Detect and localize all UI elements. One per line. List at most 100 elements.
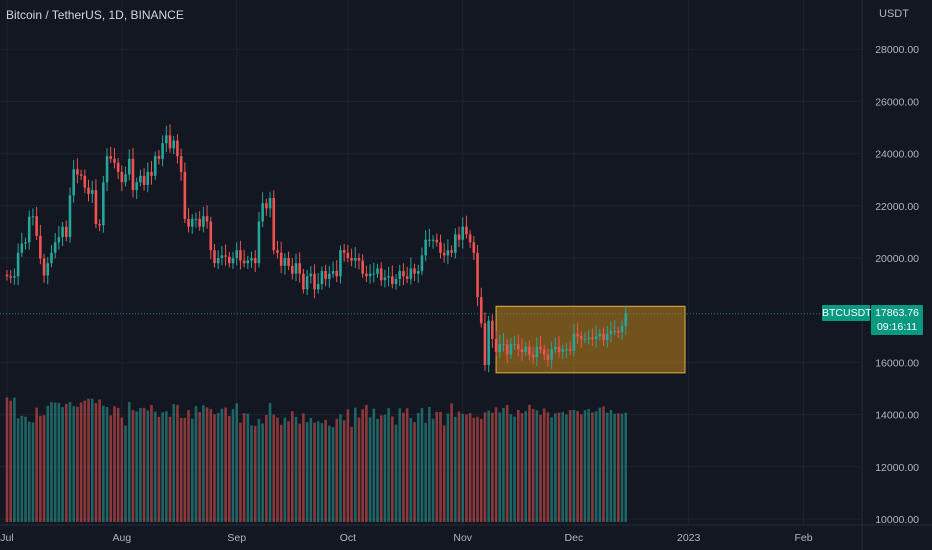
last-price-value: 17863.76 <box>875 307 919 319</box>
candle-body <box>557 346 561 352</box>
volume-bar <box>294 416 298 522</box>
x-tick-label: Sep <box>227 532 246 544</box>
candle-body <box>376 268 379 274</box>
candle-body <box>105 156 109 183</box>
candle-body <box>79 174 83 176</box>
volume-bar <box>172 404 176 522</box>
volume-bar <box>153 411 157 522</box>
volume-bar <box>572 409 576 522</box>
volume-bar <box>190 418 194 522</box>
volume-bar <box>309 417 313 522</box>
candle-body <box>94 190 98 225</box>
candle-body <box>5 274 9 277</box>
candle-body <box>442 252 446 256</box>
candle-body <box>72 169 75 196</box>
x-tick-label: Oct <box>340 532 356 544</box>
volume-bar <box>561 412 565 522</box>
candle-body <box>246 260 250 264</box>
volume-bar <box>231 409 235 522</box>
candle-body <box>587 337 590 339</box>
candle-body <box>546 354 550 360</box>
volume-bar <box>524 411 527 522</box>
volume-bar <box>494 407 498 522</box>
candle-body <box>90 190 94 195</box>
candle-body <box>572 333 576 351</box>
bar-countdown: 09:16:11 <box>876 321 918 333</box>
candle-body <box>539 346 542 350</box>
candle-body <box>224 255 227 257</box>
candle-body <box>372 273 376 275</box>
x-tick-label: Aug <box>113 532 132 544</box>
candle-body <box>83 175 87 188</box>
volume-bar <box>179 417 183 522</box>
volume-bar <box>290 411 294 522</box>
candle-body <box>542 349 546 355</box>
volume-bar <box>383 414 387 522</box>
candle-body <box>402 271 405 277</box>
candle-body <box>405 276 409 279</box>
candle-body <box>387 276 390 278</box>
volume-bar <box>109 415 113 522</box>
volume-bar <box>450 403 453 522</box>
volume-bar <box>61 407 64 522</box>
volume-bar <box>391 416 394 522</box>
x-tick-label: Feb <box>795 532 813 544</box>
volume-bar <box>379 415 383 522</box>
volume-bar <box>620 413 624 522</box>
candle-body <box>561 349 565 352</box>
candle-body <box>161 143 164 159</box>
highlight-zone <box>495 305 686 374</box>
volume-bar <box>68 402 72 522</box>
volume-bar <box>205 407 209 522</box>
candle-body <box>142 175 146 185</box>
volume-bar <box>328 425 331 522</box>
candle-body <box>31 216 35 218</box>
candle-body <box>131 158 135 191</box>
symbol-title[interactable]: Bitcoin / TetherUS, 1D, BINANCE <box>6 8 184 22</box>
candle-body <box>365 273 368 277</box>
candle-body <box>194 218 198 220</box>
candle-body <box>483 323 487 366</box>
volume-bar <box>331 427 335 522</box>
volume-bar <box>442 425 446 522</box>
volume-bar <box>468 413 472 522</box>
volume-bar <box>127 402 131 522</box>
candle-body <box>409 268 413 279</box>
volume-bar <box>568 410 572 522</box>
candle-body <box>68 195 72 238</box>
volume-bar <box>505 405 509 522</box>
candle-body <box>494 338 498 352</box>
candle-body <box>498 344 502 352</box>
currency-label: USDT <box>879 8 909 20</box>
candle-body <box>127 158 131 175</box>
candle-body <box>416 271 420 274</box>
volume-bar <box>416 412 420 522</box>
volume-bar <box>402 412 405 522</box>
candle-body <box>190 218 194 227</box>
volume-bar <box>479 418 483 522</box>
candle-body <box>302 273 305 290</box>
volume-bar <box>235 403 239 522</box>
volume-bar <box>98 399 101 522</box>
volume-bar <box>76 406 79 522</box>
candle-body <box>461 226 465 240</box>
candle-body <box>46 263 50 276</box>
volume-bar <box>224 407 227 522</box>
volume-bar <box>228 416 231 522</box>
volume-bar <box>120 417 124 522</box>
candle-body <box>157 156 161 159</box>
x-tick-label: Nov <box>453 532 472 544</box>
candle-body <box>613 331 616 333</box>
volume-bar <box>531 408 535 522</box>
volume-bar <box>554 413 557 522</box>
candle-body <box>550 349 553 360</box>
candle-body <box>524 346 527 352</box>
candle-body <box>435 239 439 243</box>
volume-bar <box>72 406 75 522</box>
volume-bar <box>398 408 402 522</box>
volume-bar <box>516 410 520 522</box>
candle-body <box>13 276 16 278</box>
x-tick-label: Jul <box>0 532 13 544</box>
volume-bar <box>246 413 250 522</box>
